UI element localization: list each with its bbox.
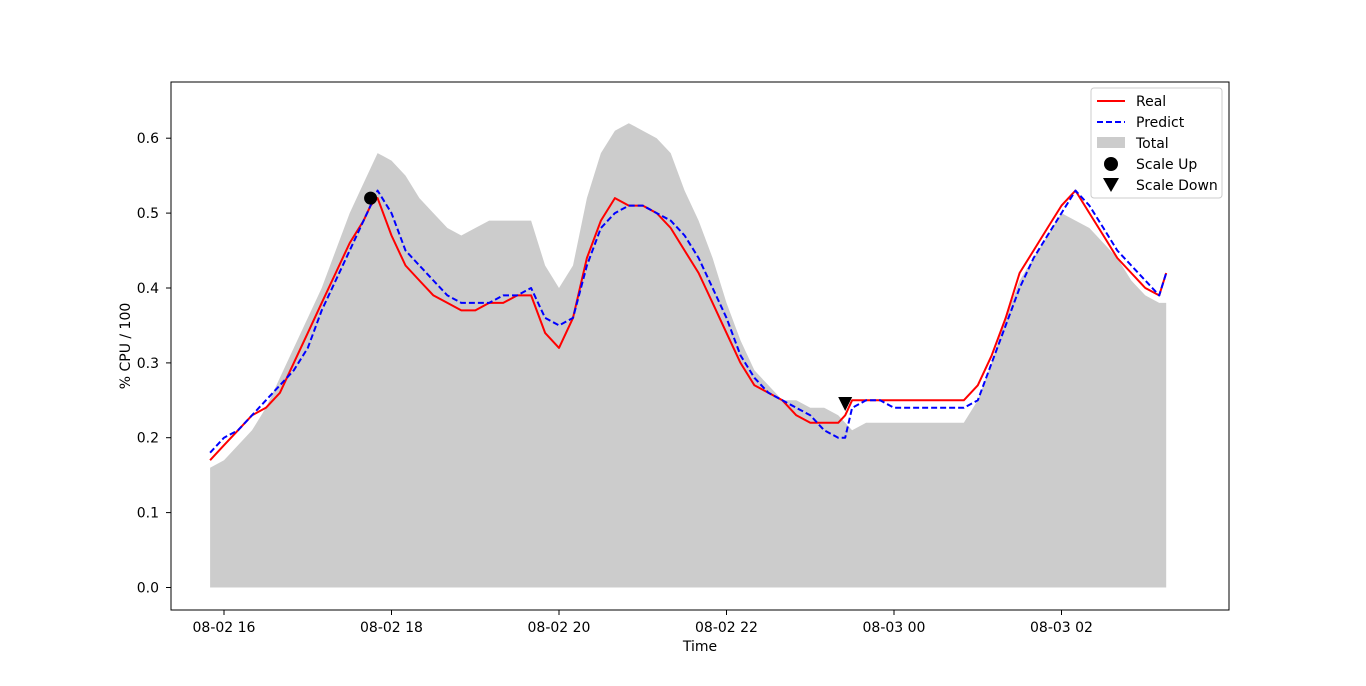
x-tick-label: 08-02 18 bbox=[360, 620, 423, 636]
x-tick-label: 08-02 22 bbox=[695, 620, 758, 636]
series-total-area bbox=[210, 123, 1167, 588]
axes-frame bbox=[170, 81, 1230, 611]
x-tick-label: 08-03 02 bbox=[1030, 620, 1093, 636]
legend-scale-up-label: Scale Up bbox=[1136, 157, 1197, 173]
legend-scale-up-swatch bbox=[1104, 157, 1118, 171]
y-tick-label: 0.2 bbox=[137, 431, 159, 447]
y-axis-label: % CPU / 100 bbox=[118, 303, 134, 390]
x-tick-label: 08-03 00 bbox=[863, 620, 926, 636]
x-axis-ticks: 08-02 16 08-02 18 08-02 20 08-02 22 08-03 00… bbox=[193, 610, 1093, 636]
legend: Real Predict Total Scale Up Scale Down bbox=[1090, 87, 1223, 199]
legend-real-label: Real bbox=[1136, 94, 1166, 110]
y-tick-label: 0.6 bbox=[137, 131, 159, 147]
legend-scale-down-swatch bbox=[1103, 178, 1119, 192]
y-tick-label: 0.4 bbox=[137, 281, 159, 297]
series-predict-line bbox=[209, 189, 1168, 454]
legend-total-swatch bbox=[1097, 137, 1125, 148]
y-tick-label: 0.3 bbox=[137, 356, 159, 372]
y-tick-label: 0.0 bbox=[137, 581, 159, 597]
x-tick-label: 08-02 16 bbox=[193, 620, 256, 636]
marker-scale-down bbox=[838, 397, 853, 411]
x-tick-label: 08-02 20 bbox=[528, 620, 591, 636]
legend-predict-label: Predict bbox=[1136, 115, 1185, 131]
legend-total-label: Total bbox=[1135, 136, 1169, 152]
y-axis-ticks: 0.0 0.1 0.2 0.3 0.4 0.5 0.6 bbox=[137, 131, 171, 597]
marker-layer bbox=[364, 191, 853, 411]
plot-layer bbox=[209, 123, 1168, 588]
x-axis-label: Time bbox=[682, 639, 717, 655]
y-tick-label: 0.5 bbox=[137, 206, 159, 222]
marker-scale-up bbox=[364, 191, 378, 205]
legend-box bbox=[1090, 87, 1223, 199]
legend-scale-down-label: Scale Down bbox=[1136, 178, 1218, 194]
y-tick-label: 0.1 bbox=[137, 506, 159, 522]
